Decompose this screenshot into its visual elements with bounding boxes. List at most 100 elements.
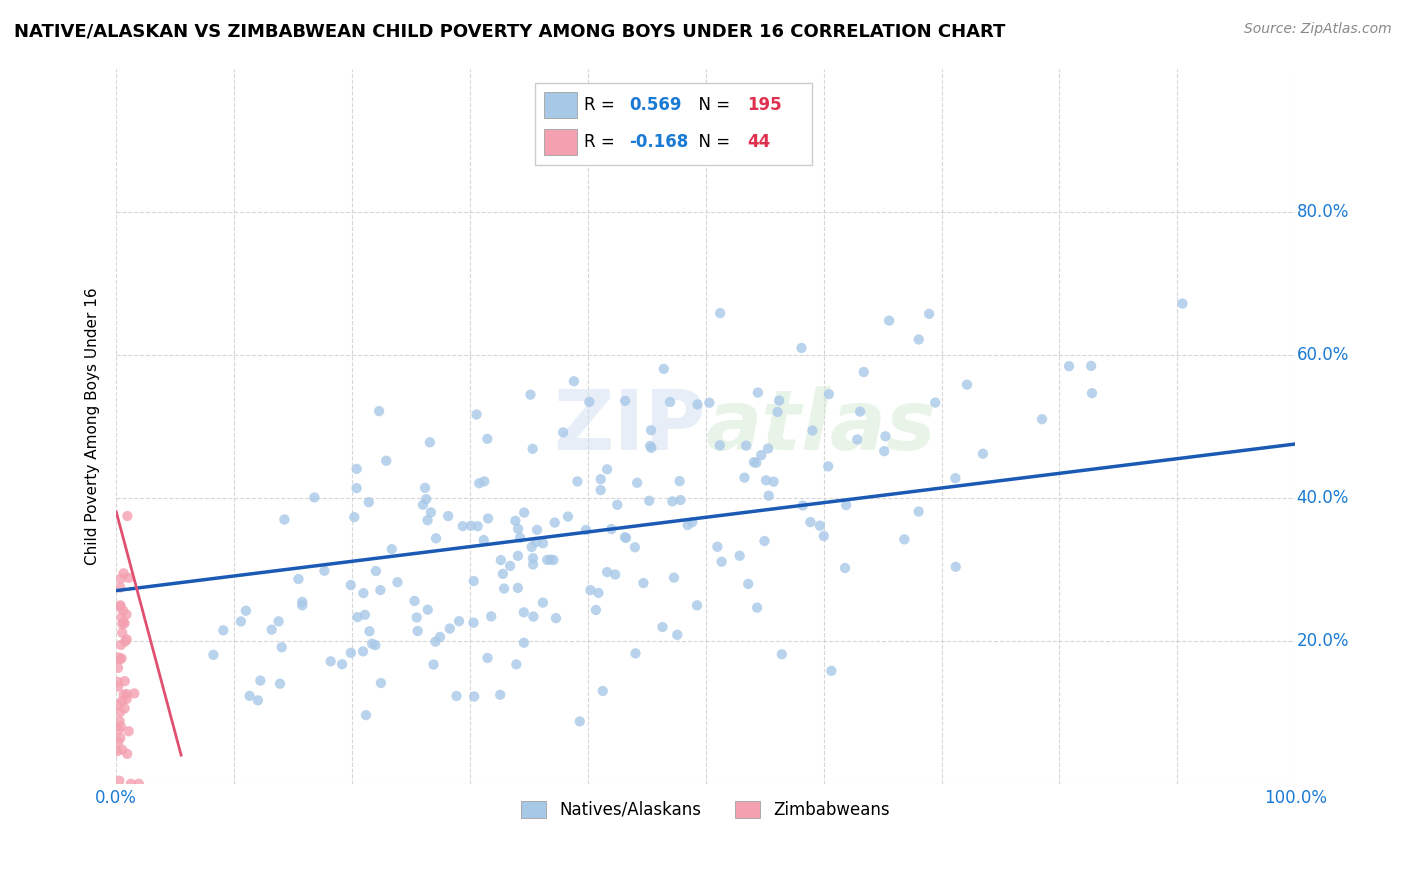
Point [524, 535, 547, 549]
Text: ZIP: ZIP [553, 385, 706, 467]
Point [519, 387, 541, 401]
Point [406, 624, 429, 638]
Point [536, 553, 558, 567]
Point [304, 491, 326, 505]
Point [710, 555, 733, 569]
Point [425, 531, 447, 545]
Point [352, 644, 374, 658]
Point [877, 313, 900, 327]
Point [709, 438, 731, 452]
Legend: Natives/Alaskans, Zimbabweans: Natives/Alaskans, Zimbabweans [515, 794, 897, 825]
Point [1057, 359, 1080, 374]
Point [893, 533, 915, 547]
Point [270, 640, 292, 655]
Point [343, 510, 366, 524]
Point [128, 777, 150, 791]
Point [354, 708, 377, 723]
Point [463, 690, 485, 704]
Point [112, 566, 135, 581]
Point [115, 691, 138, 706]
Point [110, 638, 132, 652]
Point [520, 540, 543, 554]
Point [755, 473, 778, 487]
Point [600, 522, 623, 536]
Point [661, 494, 683, 508]
Point [115, 607, 138, 622]
Point [499, 558, 522, 573]
Point [107, 680, 129, 694]
Point [945, 559, 967, 574]
Point [229, 615, 252, 629]
Point [578, 395, 600, 409]
Point [467, 519, 489, 533]
Point [114, 616, 136, 631]
Point [273, 512, 295, 526]
Point [115, 632, 138, 647]
Point [873, 444, 896, 458]
Point [596, 462, 619, 476]
Point [111, 742, 134, 756]
Point [107, 674, 129, 689]
Point [319, 654, 342, 668]
Point [562, 374, 585, 388]
Point [110, 572, 132, 586]
Point [437, 509, 460, 524]
Point [465, 408, 488, 422]
Point [605, 567, 627, 582]
Point [640, 423, 662, 437]
Point [479, 609, 502, 624]
Point [918, 307, 941, 321]
Point [107, 723, 129, 737]
Point [357, 495, 380, 509]
Point [110, 599, 132, 613]
Point [553, 425, 575, 440]
Point [1171, 296, 1194, 310]
Point [676, 518, 699, 533]
Point [107, 650, 129, 665]
Point [108, 773, 131, 788]
Point [522, 442, 544, 456]
Point [246, 693, 269, 707]
Point [413, 481, 436, 495]
Point [728, 549, 751, 563]
Point [339, 578, 361, 592]
Point [531, 536, 554, 550]
Point [364, 564, 387, 578]
Point [359, 624, 381, 639]
Point [568, 714, 591, 729]
Point [849, 404, 872, 418]
Point [468, 476, 491, 491]
Point [110, 719, 132, 733]
Point [614, 531, 637, 545]
Point [799, 515, 821, 529]
Point [817, 459, 839, 474]
Point [907, 333, 929, 347]
Point [439, 622, 461, 636]
Point [118, 571, 141, 585]
Point [659, 395, 682, 409]
Point [745, 600, 768, 615]
Point [368, 404, 391, 418]
Point [706, 540, 728, 554]
Point [120, 777, 142, 791]
Point [522, 551, 544, 566]
Point [526, 523, 548, 537]
Point [111, 625, 134, 640]
Point [489, 688, 512, 702]
Point [592, 684, 614, 698]
Point [624, 646, 647, 660]
Point [115, 747, 138, 761]
Point [669, 493, 692, 508]
Point [589, 472, 612, 486]
FancyBboxPatch shape [544, 92, 578, 119]
Point [742, 455, 765, 469]
Point [640, 441, 662, 455]
Point [575, 523, 598, 537]
Point [492, 566, 515, 581]
Point [111, 617, 134, 632]
Point [110, 705, 132, 719]
Point [122, 686, 145, 700]
Point [107, 735, 129, 749]
Point [463, 615, 485, 630]
Point [110, 731, 132, 745]
